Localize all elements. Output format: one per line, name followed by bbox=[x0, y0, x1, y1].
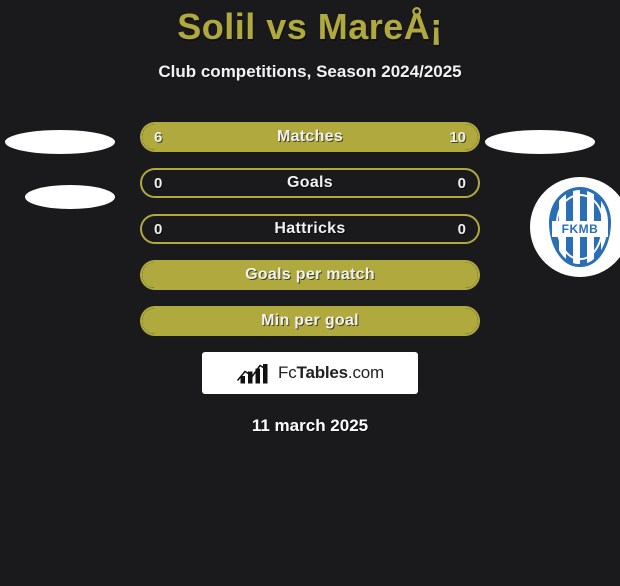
brand-text-suffix: .com bbox=[348, 363, 384, 382]
stat-row-matches: Matches6 10 bbox=[140, 122, 480, 152]
stat-value-left: 0 bbox=[154, 170, 162, 196]
stat-value-left: 6 bbox=[154, 124, 162, 150]
page-title: Solil vs MareÅ¡ bbox=[0, 6, 620, 48]
stat-label: Hattricks bbox=[142, 216, 478, 242]
club-badge-shield: FKMB bbox=[549, 187, 611, 267]
stat-row-goals-per-match: Goals per match bbox=[140, 260, 480, 290]
brand-chart-icon bbox=[236, 361, 272, 385]
stat-label: Matches bbox=[142, 124, 478, 150]
stat-label: Goals bbox=[142, 170, 478, 196]
stat-value-right: 0 bbox=[458, 216, 466, 242]
footer-date: 11 march 2025 bbox=[0, 416, 620, 436]
subtitle: Club competitions, Season 2024/2025 bbox=[0, 62, 620, 82]
brand-text-bold: Tables bbox=[297, 363, 348, 382]
stat-value-right: 10 bbox=[449, 124, 466, 150]
side-oval-left bbox=[5, 130, 115, 154]
stat-value-right: 0 bbox=[458, 170, 466, 196]
club-badge-text: FKMB bbox=[552, 221, 608, 237]
brand-text-prefix: Fc bbox=[278, 363, 296, 382]
stats-container: Matches610Goals00Hattricks00Goals per ma… bbox=[0, 122, 620, 336]
brand-box[interactable]: FcTables.com bbox=[202, 352, 418, 394]
stat-label: Min per goal bbox=[142, 308, 478, 334]
side-oval-right bbox=[485, 130, 595, 154]
club-badge: FKMB bbox=[530, 177, 620, 277]
stat-value-left: 0 bbox=[154, 216, 162, 242]
stat-row-hattricks: Hattricks0 0 bbox=[140, 214, 480, 244]
stat-label: Goals per match bbox=[142, 262, 478, 288]
stat-row-goals: Goals0 0 bbox=[140, 168, 480, 198]
brand-text: FcTables.com bbox=[278, 363, 384, 383]
stat-row-min-per-goal: Min per goal bbox=[140, 306, 480, 336]
side-oval-left bbox=[25, 185, 115, 209]
